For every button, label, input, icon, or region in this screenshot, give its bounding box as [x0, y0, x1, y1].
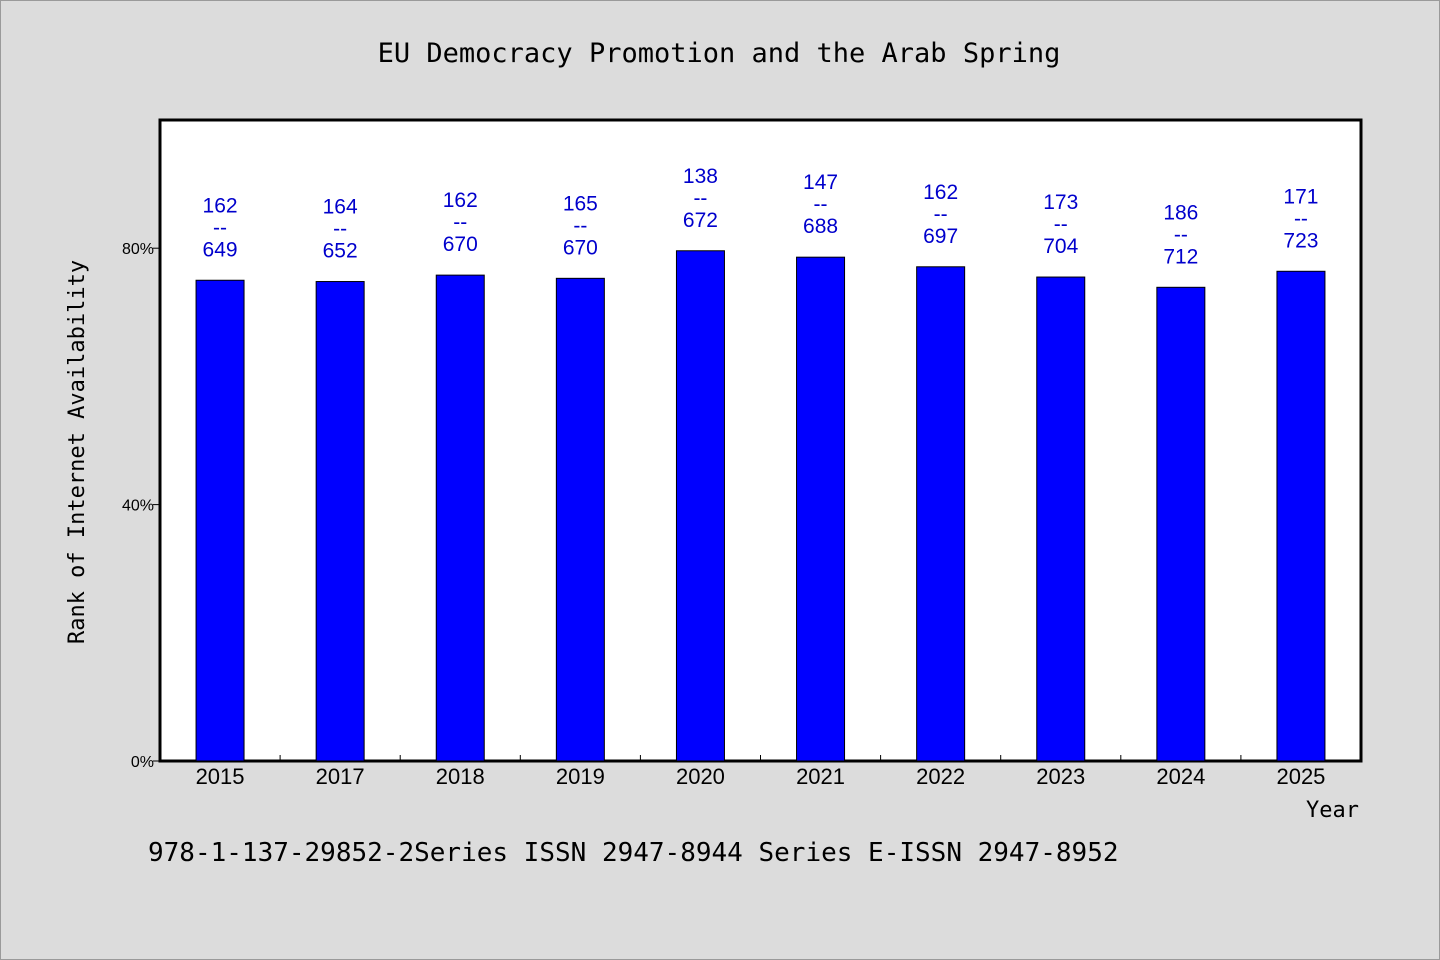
data-label: 697: [923, 225, 958, 248]
data-label: 670: [563, 236, 598, 259]
data-label: 162: [923, 181, 958, 204]
x-tick-label: 2021: [796, 764, 845, 789]
x-tick-label: 2024: [1156, 764, 1205, 789]
data-label: 171: [1283, 185, 1318, 208]
data-label: --: [1174, 223, 1188, 246]
data-label: 670: [443, 233, 478, 256]
data-label: --: [453, 211, 467, 234]
y-tick-label: 0%: [131, 754, 154, 771]
chart-title: EU Democracy Promotion and the Arab Spri…: [378, 38, 1061, 69]
bar: [916, 266, 966, 762]
data-labels-layer: 162--649164--652162--670165--670138--672…: [203, 165, 1319, 269]
y-tick-label: 40%: [122, 498, 154, 515]
bar: [675, 250, 725, 762]
bar: [315, 281, 365, 762]
data-label: 649: [203, 238, 238, 261]
data-label: 704: [1043, 235, 1078, 258]
x-tick-label: 2022: [916, 764, 965, 789]
data-label: 165: [563, 192, 598, 215]
data-label: 672: [683, 209, 718, 232]
x-tick-label: 2017: [316, 764, 365, 789]
y-tick-label: 80%: [122, 241, 154, 258]
data-label: --: [333, 218, 347, 241]
bar: [1036, 276, 1086, 762]
bar: [796, 256, 846, 762]
bar: [435, 274, 485, 762]
data-label: 147: [803, 171, 838, 194]
data-label: --: [213, 216, 227, 239]
data-label: --: [573, 214, 587, 237]
data-label: 138: [683, 165, 718, 188]
data-label: 186: [1163, 201, 1198, 224]
footer-text: 978-1-137-29852-2Series ISSN 2947-8944 S…: [148, 838, 1119, 868]
data-label: --: [1294, 207, 1308, 230]
bar: [195, 279, 245, 762]
x-tick-label: 2025: [1276, 764, 1325, 789]
x-tick-label: 2023: [1036, 764, 1085, 789]
data-label: --: [1054, 213, 1068, 236]
ticks-layer: 0% 40% 80% 2015 2017 2018 2019 2020 2021 2022 2023…: [122, 241, 1325, 789]
data-label: --: [934, 203, 948, 226]
x-tick-label: 2015: [196, 764, 245, 789]
bar: [1156, 286, 1206, 762]
x-tick-label: 2019: [556, 764, 605, 789]
data-label: 688: [803, 215, 838, 238]
x-tick-label: 2018: [436, 764, 485, 789]
data-label: 173: [1043, 191, 1078, 214]
x-tick-label: 2020: [676, 764, 725, 789]
data-label: --: [814, 193, 828, 216]
bars-layer: [195, 250, 1326, 762]
bar: [555, 277, 605, 762]
data-label: 723: [1283, 229, 1318, 252]
data-label: 652: [323, 240, 358, 263]
data-label: --: [693, 187, 707, 210]
data-label: 164: [323, 196, 358, 219]
bar: [1276, 270, 1326, 762]
data-label: 712: [1163, 245, 1198, 268]
y-axis-title: Rank of Internet Availability: [65, 260, 90, 644]
data-label: 162: [443, 189, 478, 212]
x-axis-title: Year: [1306, 798, 1359, 823]
data-label: 162: [203, 194, 238, 217]
